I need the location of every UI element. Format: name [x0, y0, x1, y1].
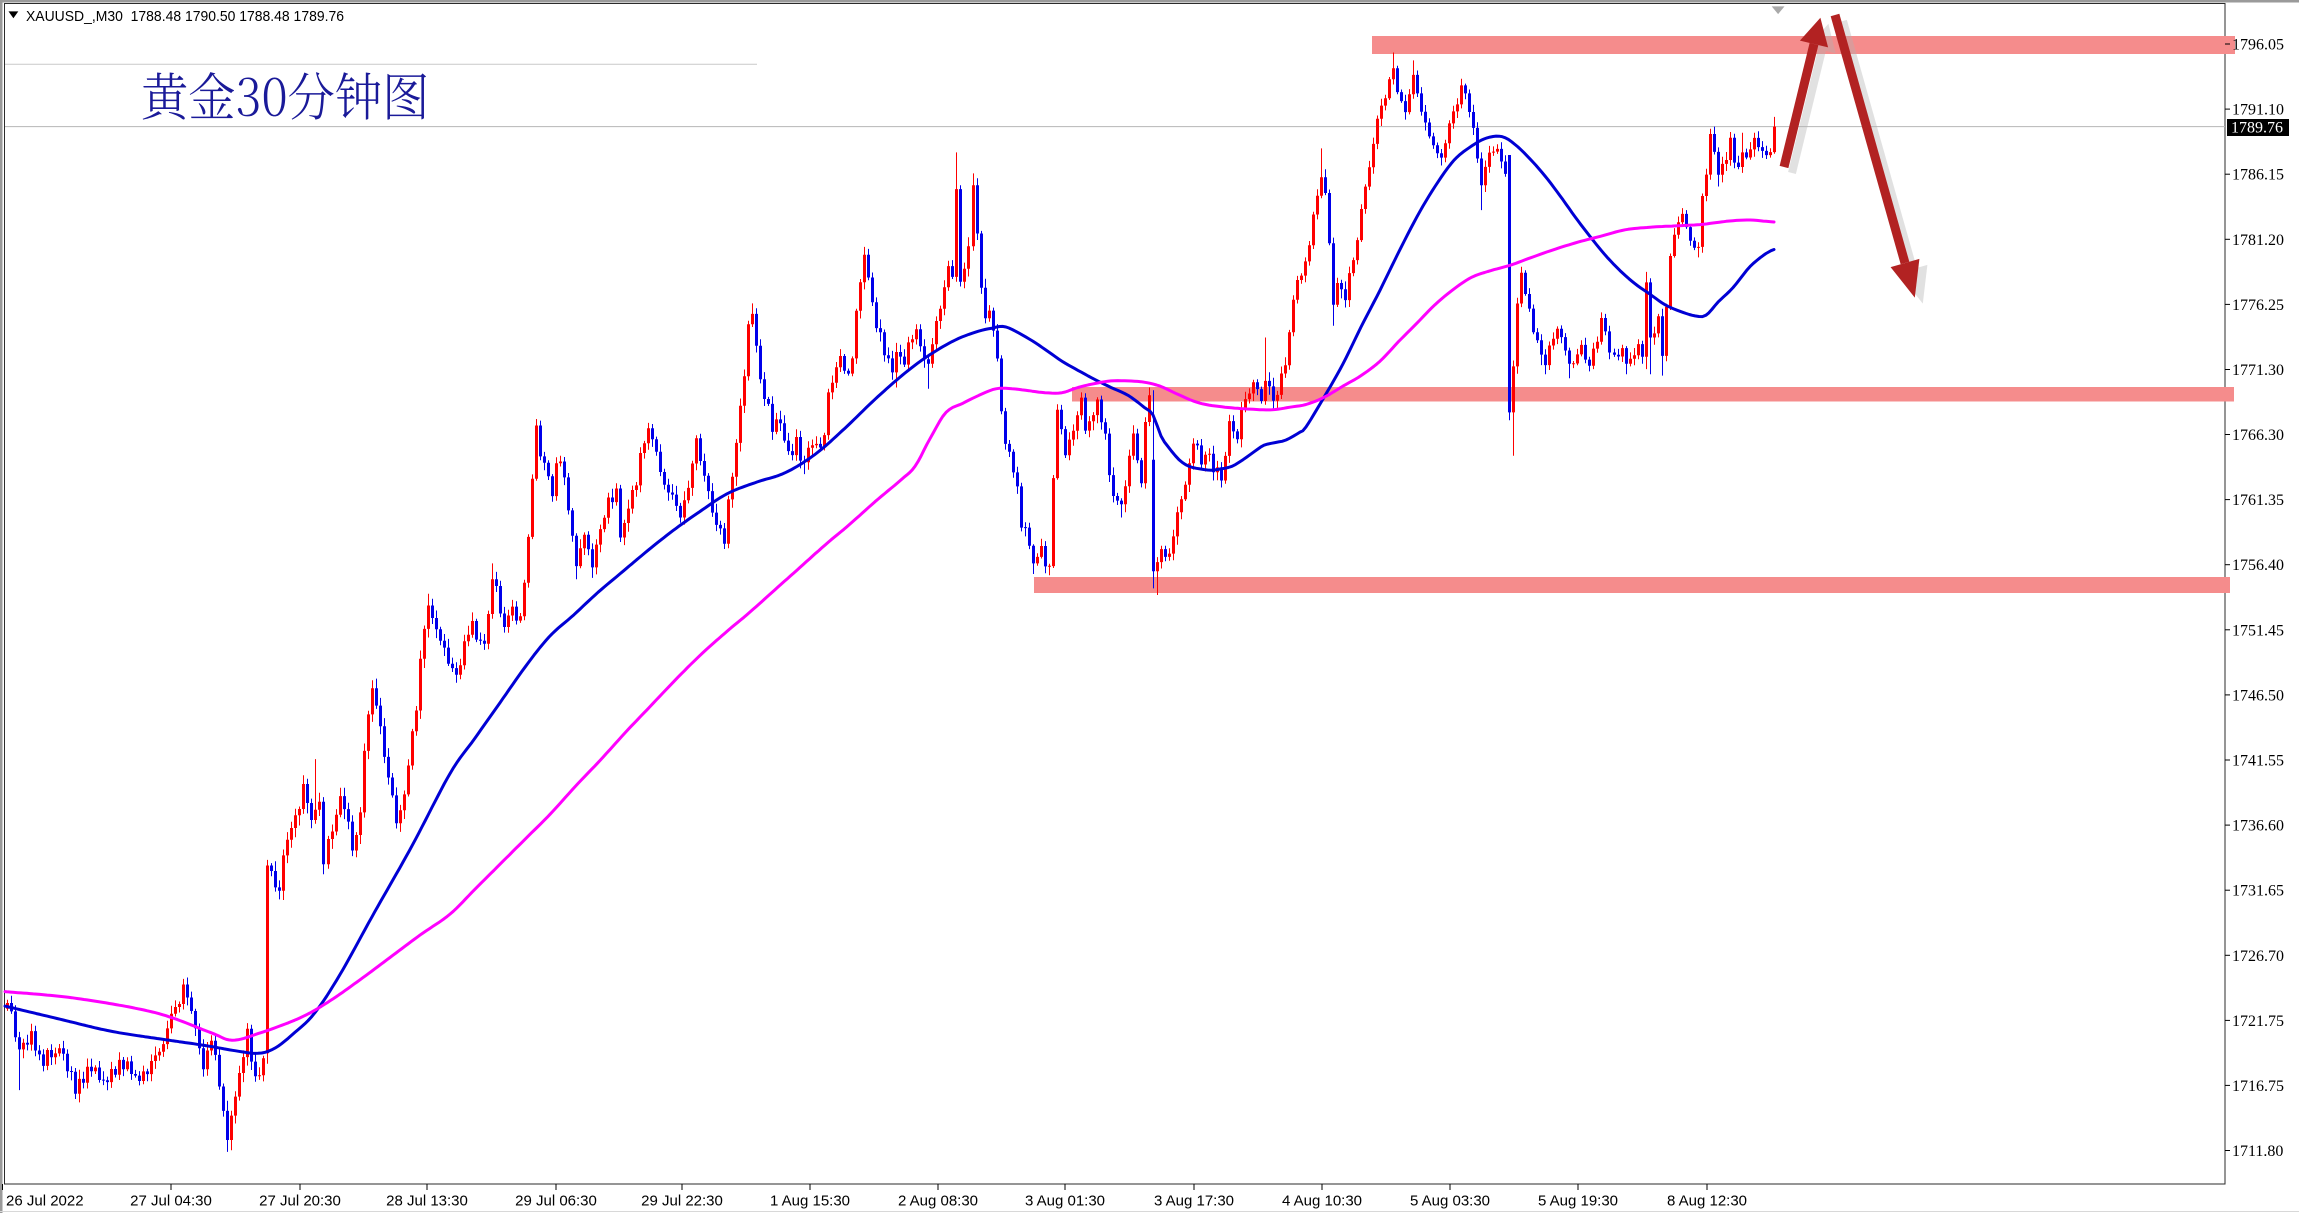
svg-text:1789.76: 1789.76 [2231, 120, 2283, 137]
svg-text:1716.75: 1716.75 [2232, 1078, 2284, 1095]
svg-text:1751.45: 1751.45 [2232, 622, 2284, 639]
svg-text:1721.75: 1721.75 [2232, 1013, 2284, 1030]
svg-text:1761.35: 1761.35 [2232, 492, 2284, 509]
svg-text:1771.30: 1771.30 [2232, 362, 2284, 379]
svg-text:4 Aug 10:30: 4 Aug 10:30 [1282, 1193, 1362, 1210]
svg-text:27 Jul 04:30: 27 Jul 04:30 [130, 1193, 212, 1210]
svg-text:1766.30: 1766.30 [2232, 427, 2284, 444]
svg-text:1711.80: 1711.80 [2232, 1143, 2283, 1160]
svg-text:1726.70: 1726.70 [2232, 948, 2284, 965]
svg-text:29 Jul 22:30: 29 Jul 22:30 [641, 1193, 723, 1210]
svg-text:5 Aug 19:30: 5 Aug 19:30 [1538, 1193, 1618, 1210]
svg-text:1741.55: 1741.55 [2232, 753, 2284, 770]
svg-text:2 Aug 08:30: 2 Aug 08:30 [898, 1193, 978, 1210]
svg-text:1781.20: 1781.20 [2232, 232, 2284, 249]
svg-text:1786.15: 1786.15 [2232, 167, 2284, 184]
svg-text:1 Aug 15:30: 1 Aug 15:30 [770, 1193, 850, 1210]
svg-text:XAUUSD_,M30 1788.48 1790.50 1: XAUUSD_,M30 1788.48 1790.50 1788.48 1789… [26, 8, 344, 25]
svg-text:1756.40: 1756.40 [2232, 557, 2284, 574]
svg-text:3 Aug 17:30: 3 Aug 17:30 [1154, 1193, 1234, 1210]
svg-text:3 Aug 01:30: 3 Aug 01:30 [1025, 1193, 1105, 1210]
svg-text:1731.65: 1731.65 [2232, 883, 2284, 900]
svg-text:28 Jul 13:30: 28 Jul 13:30 [386, 1193, 468, 1210]
svg-text:8 Aug 12:30: 8 Aug 12:30 [1667, 1193, 1747, 1210]
svg-text:29 Jul 06:30: 29 Jul 06:30 [515, 1193, 597, 1210]
svg-text:1736.60: 1736.60 [2232, 818, 2284, 835]
svg-text:5 Aug 03:30: 5 Aug 03:30 [1410, 1193, 1490, 1210]
svg-text:1776.25: 1776.25 [2232, 297, 2284, 314]
svg-text:1791.10: 1791.10 [2232, 102, 2284, 119]
svg-text:1796.05: 1796.05 [2232, 37, 2284, 54]
svg-text:1746.50: 1746.50 [2232, 687, 2284, 704]
svg-text:27 Jul 20:30: 27 Jul 20:30 [259, 1193, 341, 1210]
svg-text:26 Jul 2022: 26 Jul 2022 [6, 1193, 84, 1210]
